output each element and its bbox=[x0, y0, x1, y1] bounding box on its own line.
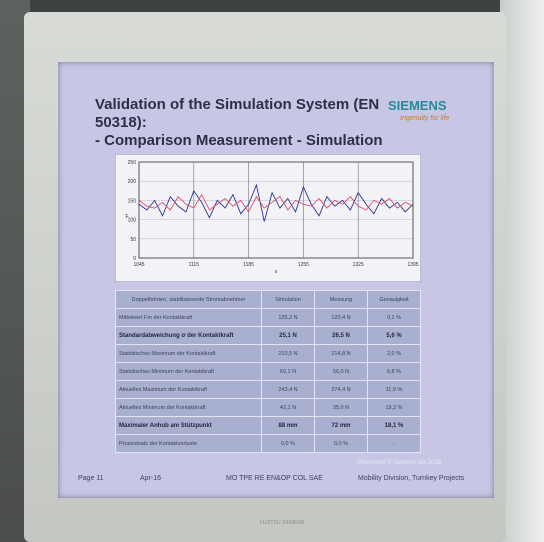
table-cell: 125,2 N bbox=[262, 309, 315, 327]
table-cell: 88 mm bbox=[262, 417, 315, 435]
x-tick-label: 1185 bbox=[243, 262, 254, 268]
table-cell: Standardabweichung σ der Kontaktkraft bbox=[116, 327, 262, 345]
table-cell: Aktuelles Maximum der Kontaktkraft bbox=[116, 381, 262, 399]
table-cell: 5,6 % bbox=[368, 327, 421, 345]
page: {"slide": {"title_line1": "Validation of… bbox=[0, 0, 544, 542]
chart-frame bbox=[115, 154, 421, 282]
x-tick-label: 1115 bbox=[189, 262, 200, 268]
background bbox=[500, 0, 544, 542]
table-cell: 120,4 N bbox=[315, 309, 368, 327]
table-cell: 243,4 N bbox=[262, 381, 315, 399]
footer-division: Mobility Division, Turnkey Projects bbox=[358, 475, 464, 482]
x-tick-label: 1395 bbox=[407, 262, 418, 268]
slide-title: Validation of the Simulation System (EN … bbox=[95, 96, 395, 150]
table-cell: - bbox=[368, 435, 421, 453]
y-tick-label: 250 bbox=[128, 160, 137, 166]
table-cell: 42,1 N bbox=[262, 399, 315, 417]
table-cell: 210,5 N bbox=[262, 345, 315, 363]
footer-date: Apr-16 bbox=[140, 475, 161, 482]
y-tick-label: 50 bbox=[130, 237, 136, 243]
table-cell: 274,4 N bbox=[315, 381, 368, 399]
monitor-logo: FUJITSU SIEMENS bbox=[260, 520, 304, 526]
table-cell: Maximaler Anhub am Stützpunkt bbox=[116, 417, 262, 435]
table-cell: 72 mm bbox=[315, 417, 368, 435]
table-cell: 11,9 % bbox=[368, 381, 421, 399]
slide: Validation of the Simulation System (EN … bbox=[58, 62, 494, 498]
table-cell: 56,0 N bbox=[315, 363, 368, 381]
header-cell: Genauigkeit bbox=[368, 291, 421, 309]
y-tick-label: 200 bbox=[128, 179, 137, 185]
title-line: Validation of the Simulation System (EN … bbox=[95, 96, 395, 132]
x-tick-label: 1045 bbox=[133, 262, 144, 268]
header-cell: Doppelfahrten, stabilisierende Stromabne… bbox=[116, 291, 262, 309]
table-cell: 2,0 % bbox=[368, 345, 421, 363]
table-cell: Mittelwert Fm der Kontaktkraft bbox=[116, 309, 262, 327]
results-table: Doppelfahrten, stabilisierende Stromabne… bbox=[115, 290, 421, 453]
table-cell: 26,5 N bbox=[315, 327, 368, 345]
brand: SIEMENS bbox=[388, 98, 447, 113]
header-cell: Simulation bbox=[262, 291, 315, 309]
table-cell: Prozentsatz der Kontaktverluste bbox=[116, 435, 262, 453]
table-cell: 19,2 % bbox=[368, 399, 421, 417]
restricted-note: Restricted © Siemens AG 2016 bbox=[358, 460, 441, 466]
x-tick-label: 1255 bbox=[298, 262, 309, 268]
table-cell: 6,8 % bbox=[368, 363, 421, 381]
y-tick-label: 150 bbox=[128, 198, 137, 204]
footer-department: MO TPE RE EN&OP COL SAE bbox=[226, 475, 323, 482]
table-cell: 60,1 N bbox=[262, 363, 315, 381]
table-header: Doppelfahrten, stabilisierende Stromabne… bbox=[116, 291, 421, 309]
table-cell: 25,1 N bbox=[262, 327, 315, 345]
table-cell: 0,0 % bbox=[262, 435, 315, 453]
header-cell: Messung bbox=[315, 291, 368, 309]
footer-page: Page 11 bbox=[78, 475, 104, 482]
table-cell: Statistisches Maximum der Kontaktkraft bbox=[116, 345, 262, 363]
x-tick-label: 1325 bbox=[353, 262, 364, 268]
table-cell: 18,1 % bbox=[368, 417, 421, 435]
table-cell: 0,0 % bbox=[315, 435, 368, 453]
table-cell: Statistisches Minimum der Kontaktkraft bbox=[116, 363, 262, 381]
y-axis-label: F bbox=[125, 214, 128, 220]
y-tick-label: 100 bbox=[128, 218, 137, 224]
table-cell: 0,1 % bbox=[368, 309, 421, 327]
table-cell: 35,0 N bbox=[315, 399, 368, 417]
title-line: - Comparison Measurement - Simulation bbox=[95, 132, 395, 150]
tagline: Ingenuity for life bbox=[400, 115, 449, 122]
table-cell: 214,8 N bbox=[315, 345, 368, 363]
table-cell: Aktuelles Minimum der Kontaktkraft bbox=[116, 399, 262, 417]
